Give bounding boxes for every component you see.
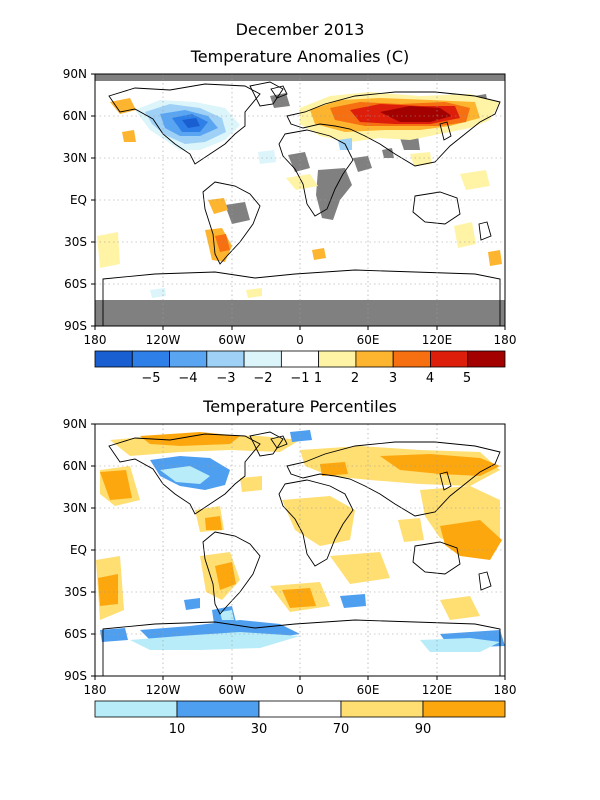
lat-label: 30N	[63, 151, 87, 165]
lon-label: 180	[494, 683, 517, 697]
lon-label: 180	[84, 333, 107, 347]
percentile-map-title: Temperature Percentiles	[203, 397, 397, 416]
percentile-colorbar-swatch	[422, 700, 506, 718]
lat-label: 30S	[64, 235, 87, 249]
lat-label: EQ	[70, 543, 87, 557]
colorbar-label: −2	[253, 371, 272, 386]
colorbar-label: −5	[141, 371, 160, 386]
lat-label: 30S	[64, 585, 87, 599]
anomaly-colorbar-swatch	[243, 350, 282, 368]
percentile-map: 90N 60N 30N EQ 30S 60S 90S 180 120W 60W …	[63, 417, 517, 697]
anomaly-colorbar-swatch	[169, 350, 208, 368]
percentile-colorbar-labels: 10 30 70 90	[169, 722, 432, 737]
anomaly-map-ticks	[91, 73, 506, 330]
anomaly-map-grid	[95, 74, 505, 326]
anomaly-colorbar-swatch	[318, 350, 357, 368]
colorbar-label: 3	[389, 371, 397, 386]
lon-label: 180	[494, 333, 517, 347]
anomaly-lon-labels: 180 120W 60W 0 60E 120E 180	[84, 333, 517, 347]
colorbar-label: −1	[290, 371, 309, 386]
lon-label: 120W	[146, 333, 181, 347]
anomaly-warm-eurasia	[300, 92, 500, 142]
anomaly-colorbar-swatch	[430, 350, 469, 368]
anomaly-map: 90N 60N 30N EQ 30S 60S 90S 180 120W 60W …	[63, 67, 517, 347]
colorbar-label: 70	[333, 722, 350, 737]
percentile-colorbar-swatch	[176, 700, 260, 718]
anomaly-cool-patches	[150, 138, 352, 298]
anomaly-colorbar-swatch	[392, 350, 431, 368]
percentile-map-field	[95, 424, 505, 676]
anomaly-colorbar-swatch	[206, 350, 245, 368]
colorbar-label: 5	[463, 371, 471, 386]
percentile-colorbar-swatch	[340, 700, 424, 718]
lon-label: 60E	[357, 333, 380, 347]
anomaly-colorbar-swatch	[131, 350, 170, 368]
percentile-lon-labels: 180 120W 60W 0 60E 120E 180	[84, 683, 517, 697]
lon-label: 180	[84, 683, 107, 697]
colorbar-label: −3	[216, 371, 235, 386]
percentile-colorbar-swatch	[94, 700, 178, 718]
lat-label: 60S	[64, 277, 87, 291]
lat-label: EQ	[70, 193, 87, 207]
anomaly-warm-patches	[97, 98, 502, 298]
figure-date-title: December 2013	[235, 20, 365, 39]
missing-data-arctic	[95, 74, 505, 81]
anomaly-colorbar-swatch	[94, 350, 133, 368]
colorbar-label: 10	[169, 722, 186, 737]
percentile-colorbar: 10 30 70 90	[94, 700, 506, 737]
lat-label: 90N	[63, 417, 87, 431]
lat-label: 60N	[63, 459, 87, 473]
percentile-below-10	[130, 466, 500, 652]
lat-label: 90N	[63, 67, 87, 81]
anomaly-colorbar: −5 −4 −3 −2 −1 1 2 3 4 5	[94, 350, 506, 386]
lat-label: 60S	[64, 627, 87, 641]
lat-label: 90S	[64, 319, 87, 333]
percentile-lat-labels: 90N 60N 30N EQ 30S 60S 90S	[63, 417, 87, 683]
lon-label: 0	[296, 333, 304, 347]
percentile-map-ticks	[91, 423, 506, 680]
anomaly-colorbar-swatch	[467, 350, 506, 368]
lat-label: 60N	[63, 109, 87, 123]
anomaly-map-title: Temperature Anomalies (C)	[190, 47, 410, 66]
lon-label: 60W	[218, 683, 245, 697]
lon-label: 120E	[422, 683, 453, 697]
lon-label: 0	[296, 683, 304, 697]
colorbar-label: 1	[314, 371, 322, 386]
anomaly-lat-labels: 90N 60N 30N EQ 30S 60S 90S	[63, 67, 87, 333]
colorbar-label: −4	[178, 371, 197, 386]
colorbar-label: 30	[251, 722, 268, 737]
anomaly-map-field	[95, 74, 505, 326]
lat-label: 90S	[64, 669, 87, 683]
colorbar-label: 4	[426, 371, 434, 386]
lat-label: 30N	[63, 501, 87, 515]
lon-label: 60E	[357, 683, 380, 697]
percentile-colorbar-swatch	[258, 700, 342, 718]
lon-label: 120W	[146, 683, 181, 697]
anomaly-colorbar-swatch	[280, 350, 320, 368]
anomaly-cold-north-america	[135, 100, 240, 150]
colorbar-label: 2	[351, 371, 359, 386]
percentile-above-90	[98, 432, 502, 608]
anomaly-colorbar-labels: −5 −4 −3 −2 −1 1 2 3 4 5	[141, 371, 471, 386]
lon-label: 60W	[218, 333, 245, 347]
colorbar-label: 90	[415, 722, 432, 737]
lon-label: 120E	[422, 333, 453, 347]
anomaly-colorbar-swatch	[355, 350, 394, 368]
percentile-map-grid	[95, 424, 505, 676]
